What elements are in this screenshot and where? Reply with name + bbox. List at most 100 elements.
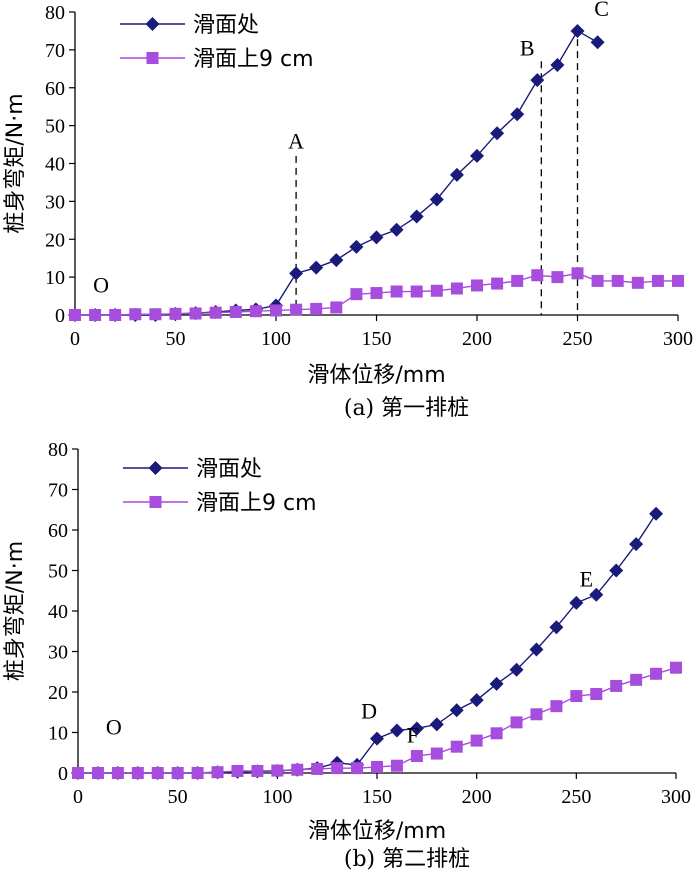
data-point (209, 306, 222, 319)
data-point (72, 767, 84, 779)
y-tick-label: 0 (58, 763, 68, 785)
data-point (429, 192, 444, 207)
series-slip-surface (68, 23, 605, 322)
data-point (509, 662, 524, 677)
data-point (672, 274, 684, 287)
x-tick-label: 50 (168, 786, 188, 808)
data-point (609, 563, 624, 578)
data-point (249, 305, 262, 318)
y-tick-label: 40 (48, 601, 68, 623)
annotation-O: O (93, 272, 109, 297)
data-point (109, 309, 122, 321)
y-axis-title: 桩身弯矩/N·m (3, 541, 28, 681)
data-point (211, 766, 224, 779)
data-point (289, 266, 304, 281)
y-tick-label: 80 (48, 439, 68, 461)
data-point (409, 721, 424, 736)
y-tick-label: 0 (55, 305, 65, 327)
data-point (531, 269, 544, 282)
data-point (449, 703, 464, 718)
y-tick-label: 10 (45, 267, 65, 289)
y-tick-label: 20 (48, 682, 68, 704)
y-tick-label: 10 (48, 723, 68, 745)
data-point (390, 285, 403, 298)
y-tick-label: 40 (45, 154, 65, 176)
x-tick-label: 150 (362, 328, 392, 350)
data-point (570, 690, 583, 703)
data-point (550, 58, 565, 73)
data-point (171, 767, 184, 779)
data-point (490, 126, 505, 141)
x-tick-label: 100 (262, 786, 292, 808)
data-point (529, 642, 544, 657)
x-tick-label: 50 (166, 328, 186, 350)
data-point (69, 309, 81, 321)
legend-square-marker (149, 496, 162, 508)
x-tick-label: 300 (663, 328, 693, 350)
annotation-B: B (520, 36, 535, 61)
data-point (470, 148, 484, 163)
data-point (370, 287, 383, 300)
x-tick-label: 150 (362, 786, 392, 808)
data-point (450, 740, 463, 753)
data-point (311, 762, 324, 775)
data-point (271, 764, 284, 777)
data-point (91, 767, 104, 779)
data-point (510, 716, 523, 729)
data-point (471, 279, 483, 292)
series-line (78, 513, 657, 774)
annotation-C: C (594, 0, 609, 21)
data-point (610, 679, 623, 692)
data-point (390, 759, 403, 772)
data-point (670, 661, 682, 674)
data-point (189, 307, 202, 320)
data-point (651, 274, 664, 287)
series-above-9cm (72, 661, 682, 779)
data-point (329, 253, 344, 268)
y-axis-title: 桩身弯矩/N·m (3, 93, 28, 233)
series-above-9cm (69, 267, 684, 321)
x-axis-title: 滑体位移/mm (308, 819, 446, 844)
data-point (151, 767, 164, 779)
data-point (369, 230, 384, 245)
panel-caption: (b) 第二排桩 (344, 847, 470, 872)
data-point (511, 274, 524, 287)
data-point (169, 307, 182, 320)
legend-diamond-marker (148, 461, 163, 475)
data-point (530, 708, 543, 721)
data-point (469, 693, 484, 708)
data-point (570, 23, 585, 38)
y-tick-label: 50 (45, 116, 65, 138)
x-axis-title: 滑体位移/mm (307, 363, 445, 388)
y-tick-label: 60 (45, 78, 65, 100)
data-point (191, 767, 204, 779)
data-point (449, 167, 464, 182)
data-point (309, 260, 324, 275)
data-point (270, 304, 282, 317)
legend-label: 滑面处 (196, 457, 262, 482)
data-point (409, 209, 424, 224)
data-point (649, 506, 664, 521)
legend-square-marker (146, 52, 159, 64)
data-point (129, 308, 142, 321)
data-point (629, 537, 644, 552)
legend-label: 滑面上9 cm (196, 491, 317, 516)
y-tick-label: 30 (45, 191, 65, 213)
series-line (78, 667, 677, 774)
data-point (530, 73, 545, 88)
data-point (429, 717, 444, 732)
data-point (131, 767, 144, 779)
y-tick-label: 60 (48, 520, 68, 542)
annotation-D: D (361, 698, 377, 723)
data-point (430, 747, 443, 760)
data-point (291, 763, 304, 776)
data-point (251, 764, 264, 777)
data-point (590, 688, 603, 701)
data-point (350, 288, 363, 301)
data-point (630, 673, 643, 686)
x-tick-label: 250 (561, 786, 591, 808)
data-point (490, 727, 503, 740)
